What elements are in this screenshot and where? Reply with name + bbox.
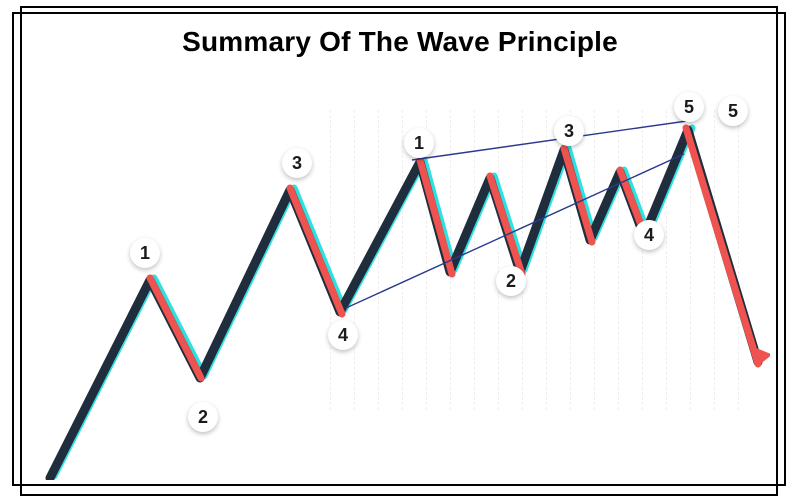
wave-svg (30, 70, 770, 480)
wave-label-primary-2: 2 (188, 402, 218, 432)
wave-label-secondary-3: 3 (554, 116, 584, 146)
wave-label-primary-4: 4 (328, 320, 358, 350)
wave-label-secondary-1: 1 (404, 128, 434, 158)
wave-label-secondary-4: 4 (634, 220, 664, 250)
wave-label-primary-5: 5 (674, 92, 704, 122)
wave-label-primary-1: 1 (130, 238, 160, 268)
wave-label-secondary-2: 2 (496, 266, 526, 296)
wave-diagram: 1 2 3 4 5 1 2 3 4 5 (30, 70, 770, 480)
diagram-title: Summary Of The Wave Principle (0, 26, 800, 58)
wave-label-primary-3: 3 (282, 148, 312, 178)
wave-label-secondary-5: 5 (718, 96, 748, 126)
